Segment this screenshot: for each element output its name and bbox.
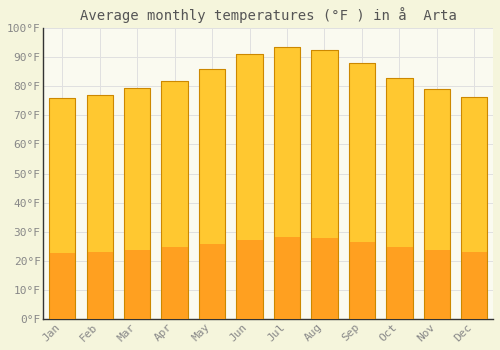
Bar <box>312 50 338 319</box>
Bar <box>349 63 375 319</box>
Bar <box>199 69 225 319</box>
Bar <box>386 78 412 319</box>
Bar <box>162 80 188 319</box>
Bar <box>424 89 450 319</box>
Bar <box>49 98 76 319</box>
Bar <box>49 98 76 319</box>
Bar <box>424 89 450 319</box>
Bar <box>461 97 487 319</box>
Bar <box>349 242 375 319</box>
Bar <box>236 54 262 319</box>
Bar <box>199 244 225 319</box>
Bar <box>162 80 188 319</box>
Bar <box>386 78 412 319</box>
Bar <box>274 47 300 319</box>
Bar <box>124 88 150 319</box>
Bar <box>424 89 450 319</box>
Bar <box>274 47 300 319</box>
Bar <box>49 98 76 319</box>
Bar <box>236 54 262 319</box>
Bar <box>312 238 338 319</box>
Bar <box>424 250 450 319</box>
Bar <box>312 50 338 319</box>
Bar <box>199 69 225 319</box>
Title: Average monthly temperatures (°F ) in å  Arta: Average monthly temperatures (°F ) in å … <box>80 7 456 23</box>
Bar <box>312 50 338 319</box>
Bar <box>349 63 375 319</box>
Bar <box>236 54 262 319</box>
Bar <box>49 253 76 319</box>
Bar <box>461 97 487 319</box>
Bar <box>162 80 188 319</box>
Bar <box>199 69 225 319</box>
Bar <box>274 47 300 319</box>
Bar <box>386 78 412 319</box>
Bar <box>461 252 487 319</box>
Bar <box>236 239 262 319</box>
Bar <box>461 97 487 319</box>
Bar <box>162 247 188 319</box>
Bar <box>86 252 113 319</box>
Bar <box>274 237 300 319</box>
Bar <box>124 88 150 319</box>
Bar <box>86 95 113 319</box>
Bar <box>349 63 375 319</box>
Bar <box>86 95 113 319</box>
Bar <box>86 95 113 319</box>
Bar <box>386 246 412 319</box>
Bar <box>124 250 150 319</box>
Bar <box>124 88 150 319</box>
